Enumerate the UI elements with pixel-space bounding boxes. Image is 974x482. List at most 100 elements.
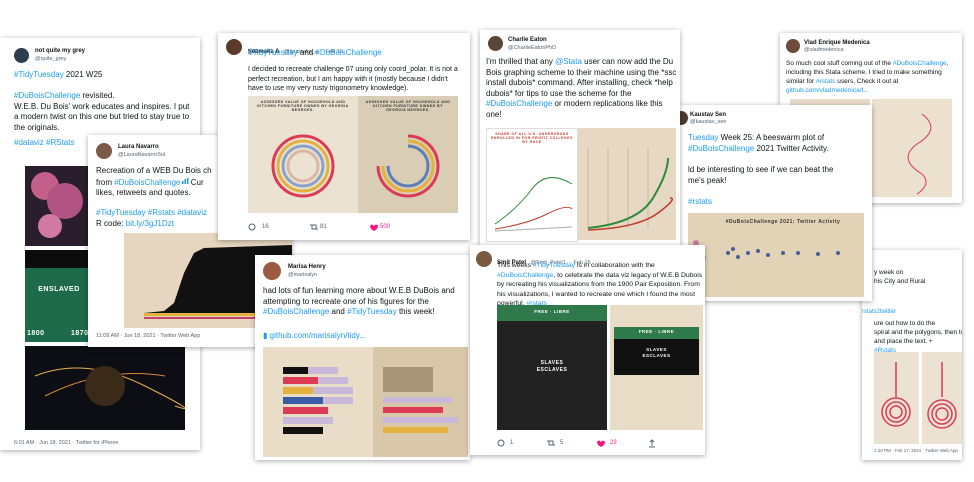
image (373, 347, 468, 457)
circle (281, 144, 325, 188)
circle (796, 251, 800, 255)
author-name: Kaustav Sen (690, 112, 727, 118)
tweet-text: bit.ly/3gJ1Dzt (125, 219, 174, 228)
tweet-text: #rstats (526, 300, 547, 307)
tweet-card: Charlie Eaton @CharlieEatonPhD I'm thril… (480, 30, 680, 246)
tweet-text: had lots of fun learning more about W.E.… (263, 286, 455, 306)
image: ASSESSED VALUE OF HOUSEHOLD AND KITCHEN … (248, 96, 358, 213)
author-handle: @LauraNavarroSol (118, 152, 166, 158)
tweet-text: revisited. (80, 91, 115, 100)
circle (736, 255, 740, 259)
div: Smit Patel @Smit_Patel1 · Feb 16 (497, 251, 591, 269)
tweet-text: 1800 (27, 330, 45, 337)
av (476, 251, 492, 267)
rect (144, 313, 292, 316)
image: FREE · LIBRE SLAVES ESCLAVES (610, 305, 703, 430)
tweet-card: Kaustav Sen @kaustav_sen Tuesday Week 25… (680, 105, 872, 301)
tweet-card: tjeamaka A @tjeamaka_a · Feb 16 #TidyTue… (218, 33, 470, 240)
tweet-text: Recreation of a WEB Du Bois ch (96, 166, 212, 175)
g (927, 362, 957, 429)
rect (283, 427, 323, 434)
tweet-text: #DuBoisChallenge (315, 48, 382, 57)
tweet-text: github.com/vladmedenica/t... (786, 87, 869, 94)
circle (889, 405, 903, 419)
div (25, 250, 93, 268)
image-art (31, 172, 83, 238)
path (494, 226, 573, 232)
image-art (881, 362, 911, 427)
author-name: Vlad Enrique Medenica (804, 40, 870, 46)
tx: R code: bit.ly/3gJ1Dzt (96, 219, 174, 230)
image: #DuBoisChallenge 2021: Twitter Activity (688, 213, 864, 297)
tweet-text: and (297, 48, 316, 57)
tx: ld be interesting to see if we can beat … (688, 165, 872, 186)
image: FREE · LIBRE SLAVES ESCLAVES (497, 305, 607, 430)
tx: #TidyTuesday and #DuBoisChallenge (248, 48, 463, 59)
action-icons (497, 439, 655, 448)
tweet-text: #TidyTuesday #Rstats #dataviz (96, 208, 208, 217)
tweet-text: ASSESSED VALUE OF HOUSEHOLD AND KITCHEN … (257, 100, 349, 112)
tweet-text: 500 (380, 224, 391, 230)
path (370, 224, 378, 231)
tweet-text: ESCLAVES (642, 353, 671, 358)
rect (313, 387, 353, 394)
circle (726, 251, 730, 255)
image (578, 128, 676, 240)
path (494, 206, 573, 230)
circle (766, 253, 770, 257)
author-name: Charlie Eaton (508, 37, 547, 43)
rect (186, 177, 188, 184)
g (283, 367, 353, 434)
tweet-text: ure out how to do the (874, 320, 936, 327)
div (614, 339, 699, 375)
image (25, 346, 185, 430)
image-art (34, 366, 185, 409)
rect (383, 397, 453, 403)
rect (308, 367, 338, 374)
tx: This weeks #TidyTuesday is in collaborat… (497, 261, 703, 309)
tweet-text: is in collaboration with the (575, 262, 655, 269)
circle (47, 183, 83, 219)
circle (756, 249, 760, 253)
g (587, 148, 649, 228)
rect (323, 397, 353, 404)
rect (283, 367, 308, 374)
tweet-text: #DuBoisChallenge (688, 143, 755, 153)
av (680, 111, 688, 125)
tweet-text: #DuBoisChallenge 2021: Twitter Activity (725, 219, 841, 225)
g (271, 134, 335, 198)
chart-icon (181, 177, 188, 184)
tweet-text: me's peak! (688, 175, 727, 185)
tweet-footer: 11:09 AM · Jun 18, 2021 · Twitter Web Ap… (96, 333, 201, 339)
tweet-text: FREE · LIBRE (534, 309, 570, 314)
rect (283, 377, 318, 384)
rect (283, 417, 333, 424)
tweet-text: 23 (610, 440, 617, 446)
image (25, 166, 93, 246)
image-art (271, 134, 335, 198)
tx: Recreation of a WEB Du Bois ch from #DuBo… (96, 166, 292, 199)
tweet-text: 1 (510, 440, 514, 446)
tweet-text: SLAVES (646, 347, 667, 352)
image-art (383, 367, 458, 433)
author-name: not quite my grey (35, 48, 86, 54)
rect (383, 427, 448, 433)
tweet-text: from (96, 177, 115, 187)
image-art (691, 240, 840, 266)
image: SHARE OF ALL U.S. UNDERGRADS ENROLLED IN… (486, 128, 578, 242)
tweet-text: #DuBoisChallenge (892, 60, 947, 67)
circle (248, 223, 256, 231)
path (649, 439, 655, 448)
tweet-text: ASSESSED VALUE OF HOUSEHOLD AND KITCHEN … (365, 100, 451, 112)
image-art (376, 134, 440, 198)
tweet-text: This weeks (497, 262, 533, 269)
tweet-text: ld be interesting to see if we can beat … (688, 165, 834, 174)
author-handle: @kaustav_sen (690, 119, 727, 125)
path (907, 113, 932, 195)
tweet-text: Tuesday (688, 133, 719, 142)
rect (283, 387, 313, 394)
tweet-text: I decided to recreate challenge 07 using… (248, 66, 458, 92)
circle (836, 251, 840, 255)
tweet-footer: 6:01 AM · Jun 18, 2021 · Twitter for iPh… (14, 440, 119, 446)
